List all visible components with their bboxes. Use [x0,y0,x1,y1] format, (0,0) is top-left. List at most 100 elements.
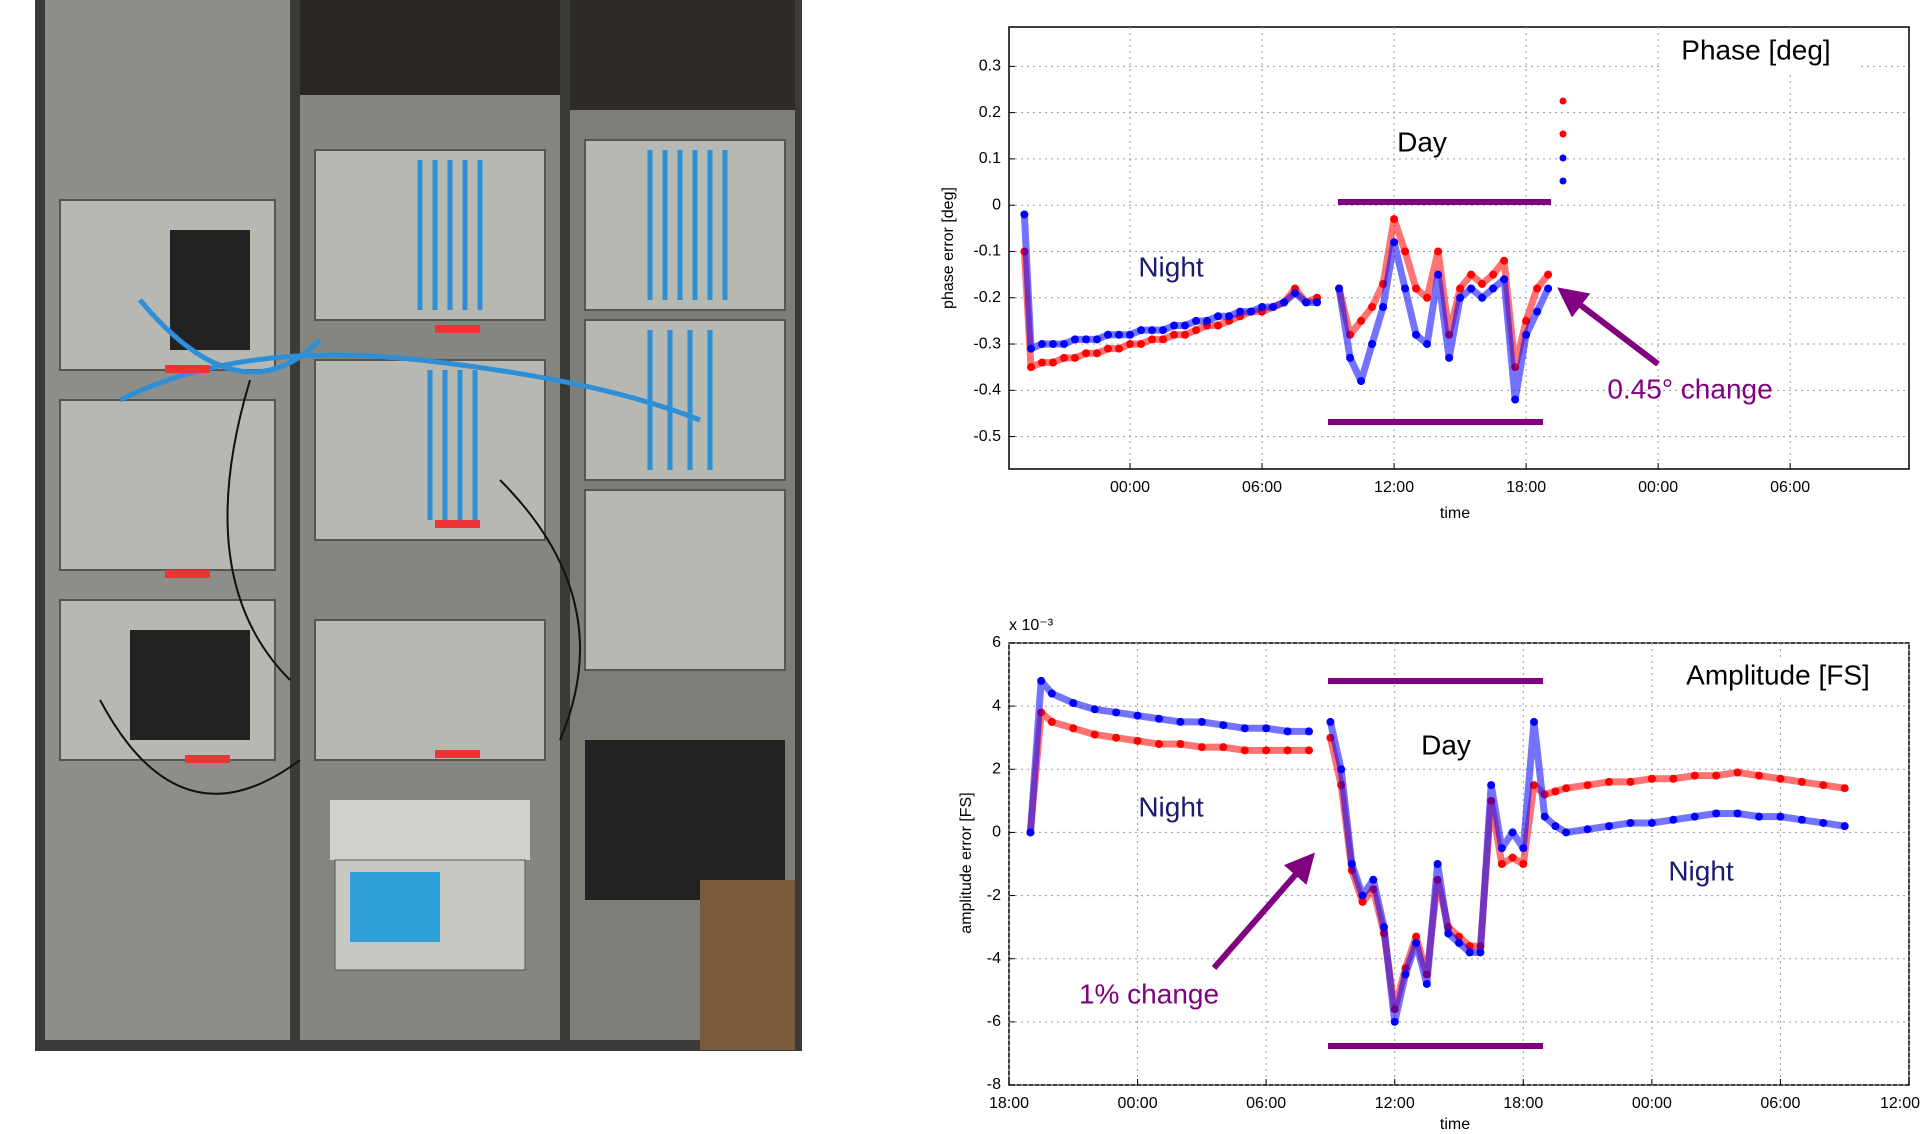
data-point [1148,335,1157,344]
chart-title: Amplitude [FS] [1686,659,1870,690]
data-point [1133,711,1142,720]
data-point [1551,787,1560,796]
data-point [1112,708,1121,717]
data-point [1497,844,1506,853]
data-point [1071,353,1080,362]
data-point [1240,746,1249,755]
data-point [1203,316,1212,325]
y-tick-label: -2 [987,887,1001,904]
data-point [1090,705,1099,714]
data-point [1626,777,1635,786]
data-point [1214,312,1223,321]
data-point [1422,979,1431,988]
data-point [1755,771,1763,780]
data-point [1669,774,1678,783]
data-point [1357,316,1366,325]
annotation: Night [1138,251,1204,282]
plot-area [1008,642,1910,1086]
data-point [1192,316,1201,325]
data-point [1225,312,1234,321]
data-point [1247,307,1256,316]
data-point [1335,284,1344,293]
data-point [1219,743,1228,752]
data-point [1562,784,1571,793]
rack-photo [35,0,802,1051]
data-point [1283,746,1292,755]
x-tick-label: 00:00 [1638,479,1678,496]
data-point [1337,765,1346,774]
data-point [1159,326,1168,335]
x-tick-label: 00:00 [1632,1095,1672,1112]
data-point [1455,938,1463,947]
annotation: 0.45° change [1607,373,1772,404]
x-tick-label: 06:00 [1242,479,1282,496]
data-point [1240,724,1249,733]
data-point [1197,717,1206,726]
data-point [1379,303,1388,312]
x-tick-label: 18:00 [1503,1095,1543,1112]
data-point [1797,777,1806,786]
y-tick-label: 0 [992,196,1001,213]
title-box [1660,33,1860,73]
x-axis-label: time [1440,1116,1470,1133]
data-point [1037,676,1046,685]
plot-frame [1008,642,1910,1086]
data-point [1197,743,1206,752]
data-point [1712,809,1721,818]
y-axis-label: phase error [deg] [940,187,957,309]
data-point [1401,284,1410,293]
data-point [1605,777,1613,786]
data-point [1358,897,1367,906]
data-point [1126,330,1135,339]
data-point [1176,740,1185,749]
data-point [1647,818,1656,827]
x-tick-label: 00:00 [1110,479,1150,496]
chart-title: Phase [deg] [1681,34,1830,65]
data-point [1047,689,1056,698]
x-tick-label: 06:00 [1760,1095,1800,1112]
data-point [1412,330,1421,339]
data-point [1605,822,1613,831]
data-point [1733,809,1742,818]
y-tick-label: 0.3 [979,58,1001,75]
data-point [1519,844,1528,853]
x-tick-label: 12:00 [1880,1095,1920,1112]
data-point [1071,335,1080,344]
y-tick-label: 0.1 [979,150,1001,167]
data-point [1444,929,1453,938]
data-point [1476,948,1485,957]
y-tick-label: -0.4 [973,382,1001,399]
data-point [1487,781,1496,790]
y-tick-label: 4 [992,697,1001,714]
data-point [1434,270,1443,279]
x-tick-label: 00:00 [1118,1095,1158,1112]
title-box [1665,658,1890,698]
y-tick-label: -0.3 [973,335,1001,352]
x-tick-label: 06:00 [1246,1095,1286,1112]
data-point [1262,724,1271,733]
y-axis-label: amplitude error [FS] [958,792,975,933]
data-point [1090,730,1099,739]
data-point [1478,279,1487,288]
data-point [1465,948,1474,957]
data-point [1236,307,1245,316]
data-point [1214,321,1223,330]
data-point [1401,970,1410,979]
data-point [1326,717,1335,726]
data-point [1467,284,1476,293]
data-point [1060,353,1069,362]
data-point [1104,344,1113,353]
data-point [1540,812,1549,821]
y-tick-label: 0 [992,824,1001,841]
data-point [1840,822,1849,831]
data-point [1412,932,1421,941]
data-point [1423,340,1432,349]
annotation: Night [1138,791,1204,822]
data-point [1776,774,1785,783]
data-point [1445,353,1454,362]
data-point [1733,768,1742,777]
data-point [1155,740,1163,749]
y-tick-label: -0.2 [973,289,1001,306]
data-point [1258,303,1267,312]
